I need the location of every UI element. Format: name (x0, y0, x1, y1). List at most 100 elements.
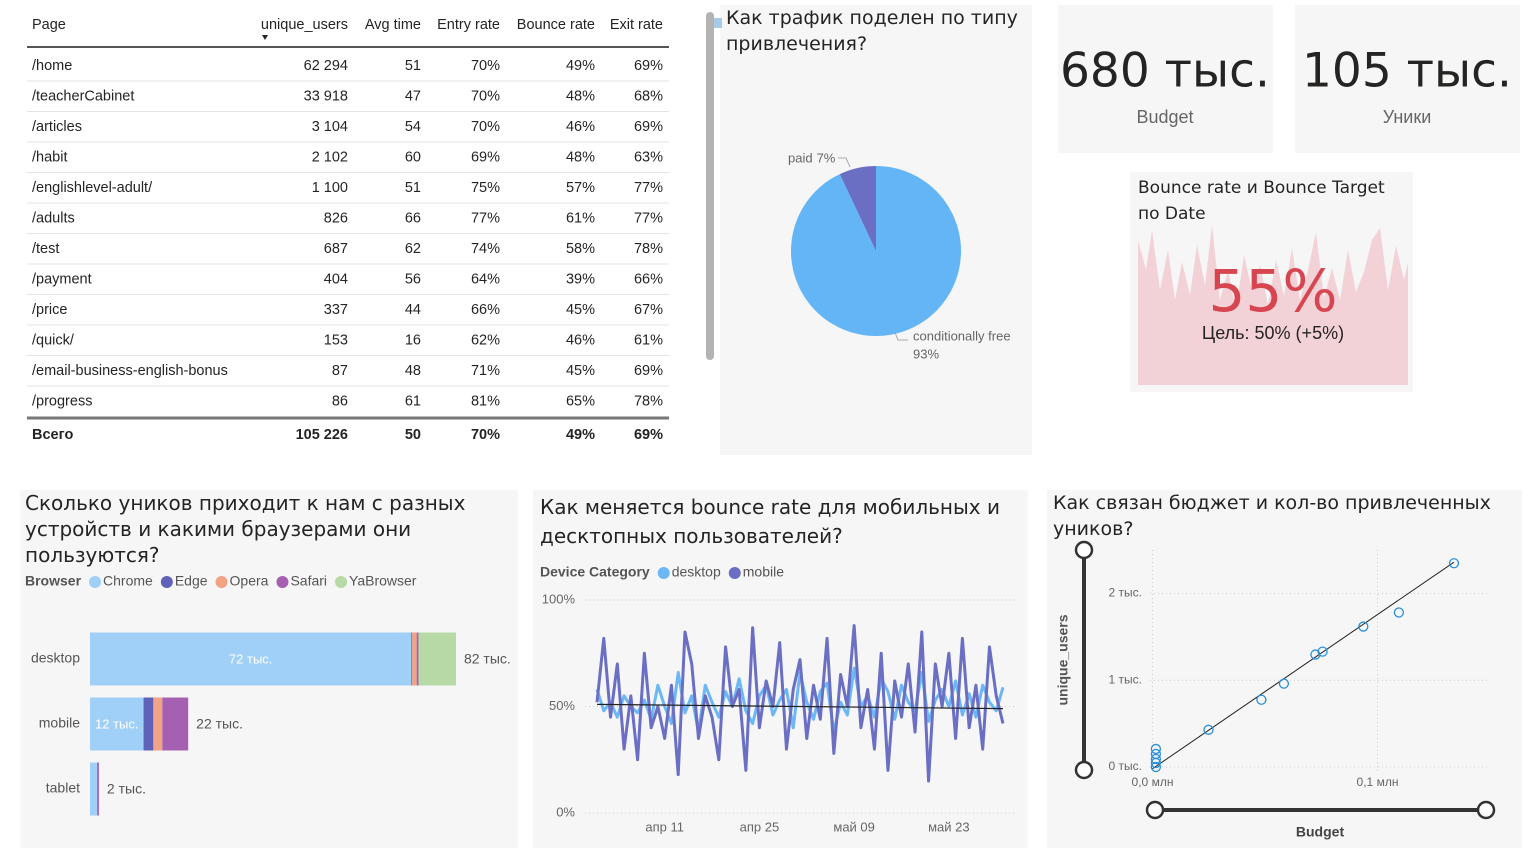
x-tick-label: 0,0 млн (1132, 775, 1174, 789)
total-cell: 70% (471, 427, 500, 443)
total-cell: 50 (405, 427, 421, 443)
table-cell: 68% (634, 88, 663, 104)
table-cell: 77% (634, 180, 663, 196)
kpi-trend-area (1138, 225, 1408, 385)
x-tick-label: 0,1 млн (1357, 775, 1399, 789)
x-tick-label: апр 11 (645, 819, 684, 834)
card-value: 680 тыс. (1060, 44, 1270, 99)
kpi-goal: Цель: 50% (+5%) (1202, 323, 1344, 343)
chart-title: Сколько уников приходит к нам с разных у… (25, 491, 466, 567)
legend-marker (160, 576, 173, 588)
table-cell: /adults (32, 210, 75, 226)
table-cell: /teacherCabinet (32, 88, 134, 104)
table-cell: /quick/ (32, 332, 75, 348)
slider-handle[interactable] (1145, 800, 1165, 820)
total-label: 22 тыс. (196, 716, 243, 732)
column-header: Bounce rate (517, 17, 595, 33)
x-tick-label: май 09 (833, 819, 875, 834)
table-cell: 46% (566, 332, 595, 348)
table-cell: 61 (405, 393, 421, 409)
legend-marker (276, 576, 289, 588)
table-cell: 86 (332, 393, 348, 409)
slider-handle[interactable] (1074, 540, 1094, 560)
total-label: 2 тыс. (107, 781, 146, 797)
sort-arrow[interactable] (262, 35, 268, 40)
panel (1058, 5, 1273, 153)
slider-handle[interactable] (1074, 760, 1094, 780)
table-cell: 62% (471, 332, 500, 348)
point (1393, 607, 1405, 618)
table-cell: 47 (405, 88, 421, 104)
panel (1047, 490, 1522, 848)
bar-segment (143, 697, 154, 751)
table-cell: 62 (405, 241, 421, 257)
table-cell: 826 (324, 210, 348, 226)
table-cell: 66 (405, 210, 421, 226)
table-cell: 65% (566, 393, 595, 409)
pie-label: paid (788, 150, 813, 165)
table-cell: 81% (471, 393, 500, 409)
table-cell: 69% (471, 149, 500, 165)
column-header: Exit rate (610, 17, 663, 33)
table-cell: /home (32, 58, 72, 74)
table-cell: 44 (405, 302, 421, 318)
table-cell: 64% (471, 271, 500, 287)
table-cell: 1 100 (312, 180, 348, 196)
legend-label: Chrome (103, 573, 153, 589)
category-label: tablet (46, 780, 80, 796)
total-cell: 105 226 (296, 427, 348, 443)
table-cell: 51 (405, 58, 421, 74)
legend-label: mobile (743, 564, 784, 580)
legend-marker (335, 576, 348, 588)
table-cell: 337 (324, 302, 348, 318)
scrollbar[interactable] (706, 12, 714, 360)
table-cell: /test (32, 241, 59, 257)
table-cell: 153 (324, 332, 348, 348)
table-cell: 77% (471, 210, 500, 226)
table-cell: /payment (32, 271, 92, 287)
bar-segment (416, 632, 419, 686)
table-cell: 3 104 (312, 119, 348, 135)
table-cell: /englishlevel-adult/ (32, 180, 153, 196)
legend-title: Device Category (540, 564, 650, 580)
chart-title: Как трафик поделен по типу привлечения? (726, 7, 1018, 55)
legend-label: Opera (230, 573, 269, 589)
category-label: mobile (39, 715, 80, 731)
card-value: 105 тыс. (1302, 44, 1512, 99)
category-label: desktop (31, 650, 80, 666)
column-header: Page (32, 17, 66, 33)
table-cell: 58% (566, 241, 595, 257)
bar-segment (90, 762, 98, 816)
legend-title: Browser (25, 573, 82, 589)
bar-segment (153, 697, 163, 751)
table-cell: /price (32, 302, 67, 318)
pie-value-label: 7% (817, 150, 836, 165)
point (1256, 694, 1267, 705)
legend-marker (657, 567, 670, 579)
table-cell: 70% (471, 58, 500, 74)
y-tick-label: 50% (549, 698, 575, 713)
legend-marker (215, 576, 228, 588)
trend-line (596, 703, 1004, 710)
point (1317, 646, 1328, 657)
table-cell: 60 (405, 149, 421, 165)
table-cell: 77% (634, 210, 663, 226)
table-cell: 48% (566, 88, 595, 104)
total-cell: 69% (634, 427, 663, 443)
scroll-marker (714, 18, 722, 28)
line (595, 624, 1005, 783)
y-tick-label: 2 тыс. (1109, 586, 1142, 600)
column-header: unique_users (261, 17, 348, 33)
column-header: Avg time (365, 17, 421, 33)
slider-handle[interactable] (1476, 800, 1496, 820)
table-cell: 66% (634, 271, 663, 287)
chart-title: Как связан бюджет и кол-во привлеченных … (1053, 492, 1491, 540)
table-cell: 75% (471, 180, 500, 196)
table-cell: 45% (566, 302, 595, 318)
y-tick-label: 100% (542, 591, 576, 606)
point (1150, 757, 1162, 769)
table-cell: 63% (634, 149, 663, 165)
x-tick-label: апр 25 (740, 819, 780, 834)
pie-value-label: 93% (913, 346, 939, 361)
point (1278, 678, 1290, 689)
